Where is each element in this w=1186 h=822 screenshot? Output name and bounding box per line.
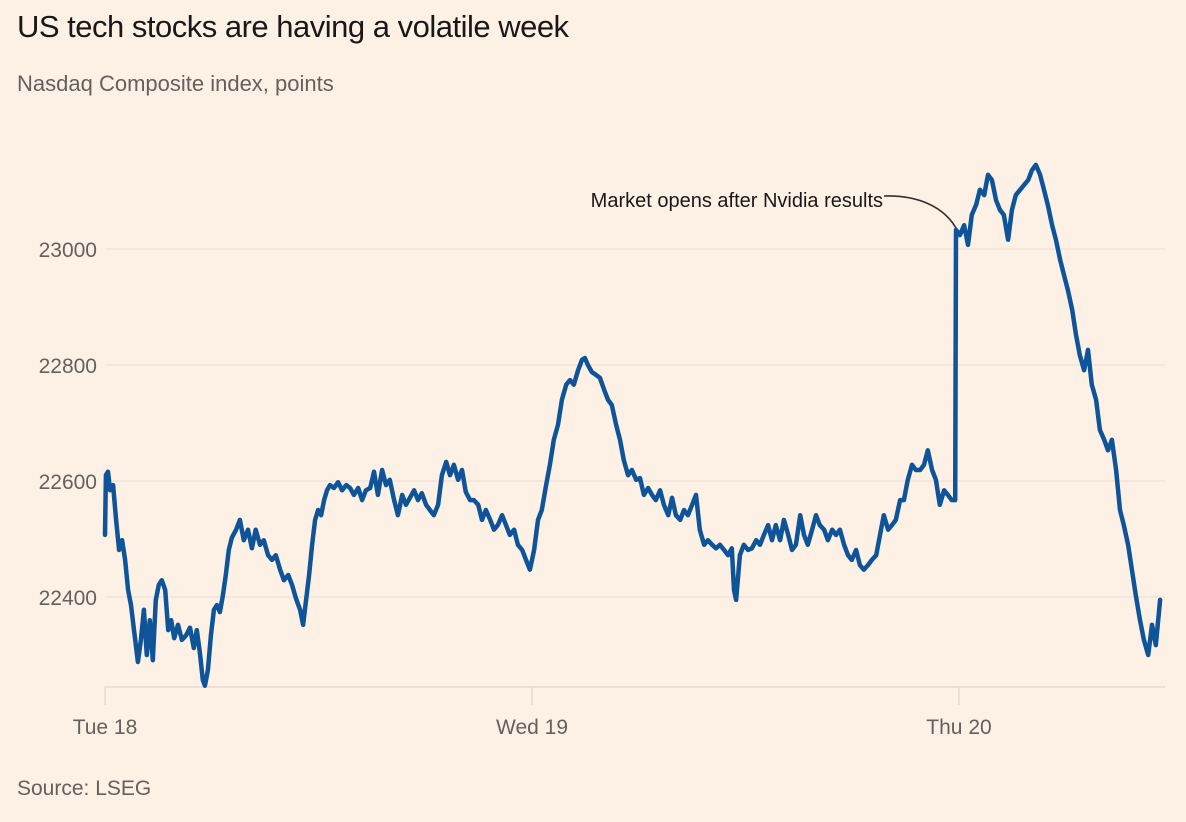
y-tick-label: 22400 (39, 587, 97, 610)
series-group (102, 162, 1163, 688)
annotation-connector (883, 195, 959, 233)
x-tick-label: Thu 20 (926, 716, 991, 739)
source-note: Source: LSEG (17, 777, 152, 800)
y-tick-label: 22600 (39, 471, 97, 494)
x-tick-label: Wed 19 (496, 716, 568, 739)
y-tick-label: 23000 (39, 239, 97, 262)
y-tick-label: 22800 (39, 355, 97, 378)
chart-subtitle: Nasdaq Composite index, points (17, 71, 334, 96)
chart-title: US tech stocks are having a volatile wee… (17, 9, 569, 44)
series-line-nasdaq-composite (102, 162, 1163, 688)
annotation-group: Market opens after Nvidia results (591, 190, 959, 233)
y-axis: 22400 22600 22800 23000 (39, 239, 97, 610)
x-tick-label: Tue 18 (73, 716, 138, 739)
x-axis: Tue 18 Wed 19 Thu 20 (73, 686, 1165, 739)
gridlines (105, 248, 1165, 598)
annotation-label: Market opens after Nvidia results (591, 190, 883, 212)
